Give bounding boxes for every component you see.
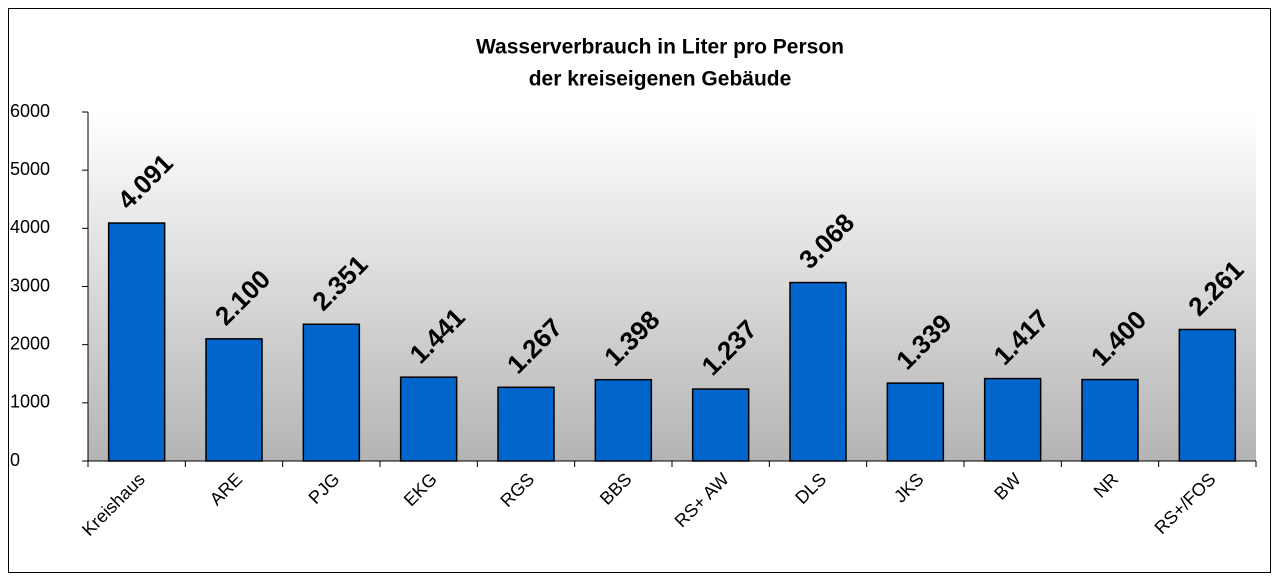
y-tick-label: 1000 bbox=[10, 392, 50, 412]
x-tick-label: BW bbox=[990, 469, 1025, 504]
x-tick-label: BBS bbox=[596, 469, 636, 509]
x-tick-label: RS+ AW bbox=[671, 469, 733, 531]
x-tick-label: DLS bbox=[791, 469, 830, 508]
y-tick-label: 5000 bbox=[10, 159, 50, 179]
bar bbox=[983, 377, 1042, 462]
bar bbox=[302, 323, 361, 462]
bar bbox=[399, 376, 458, 462]
x-tick-label: RS+/FOS bbox=[1151, 469, 1220, 538]
bar bbox=[691, 388, 750, 462]
bar bbox=[205, 338, 263, 462]
y-tick-label: 2000 bbox=[10, 333, 50, 353]
chart-title: Wasserverbrauch in Liter pro Person bbox=[476, 36, 844, 59]
chart-border bbox=[8, 8, 1271, 573]
bar bbox=[886, 382, 945, 462]
bar bbox=[107, 222, 166, 462]
x-tick-label: EKG bbox=[400, 469, 441, 510]
x-tick-label: NR bbox=[1090, 469, 1123, 502]
x-tick-label: JKS bbox=[890, 469, 927, 506]
bar bbox=[594, 378, 653, 462]
x-tick-label: PJG bbox=[305, 469, 344, 508]
bar bbox=[789, 281, 847, 462]
plot-area bbox=[88, 112, 1256, 461]
y-tick-label: 3000 bbox=[10, 275, 50, 295]
x-tick-label: ARE bbox=[206, 469, 246, 509]
y-tick-label: 6000 bbox=[10, 101, 50, 121]
x-tick-label: RGS bbox=[496, 469, 538, 511]
chart-title: der kreiseigenen Gebäude bbox=[529, 68, 792, 91]
y-tick-label: 0 bbox=[10, 450, 20, 470]
bar bbox=[1178, 328, 1237, 462]
bar bbox=[1081, 378, 1139, 462]
y-tick-label: 4000 bbox=[10, 217, 50, 237]
x-tick-label: Kreishaus bbox=[78, 469, 149, 540]
bar bbox=[497, 386, 555, 462]
